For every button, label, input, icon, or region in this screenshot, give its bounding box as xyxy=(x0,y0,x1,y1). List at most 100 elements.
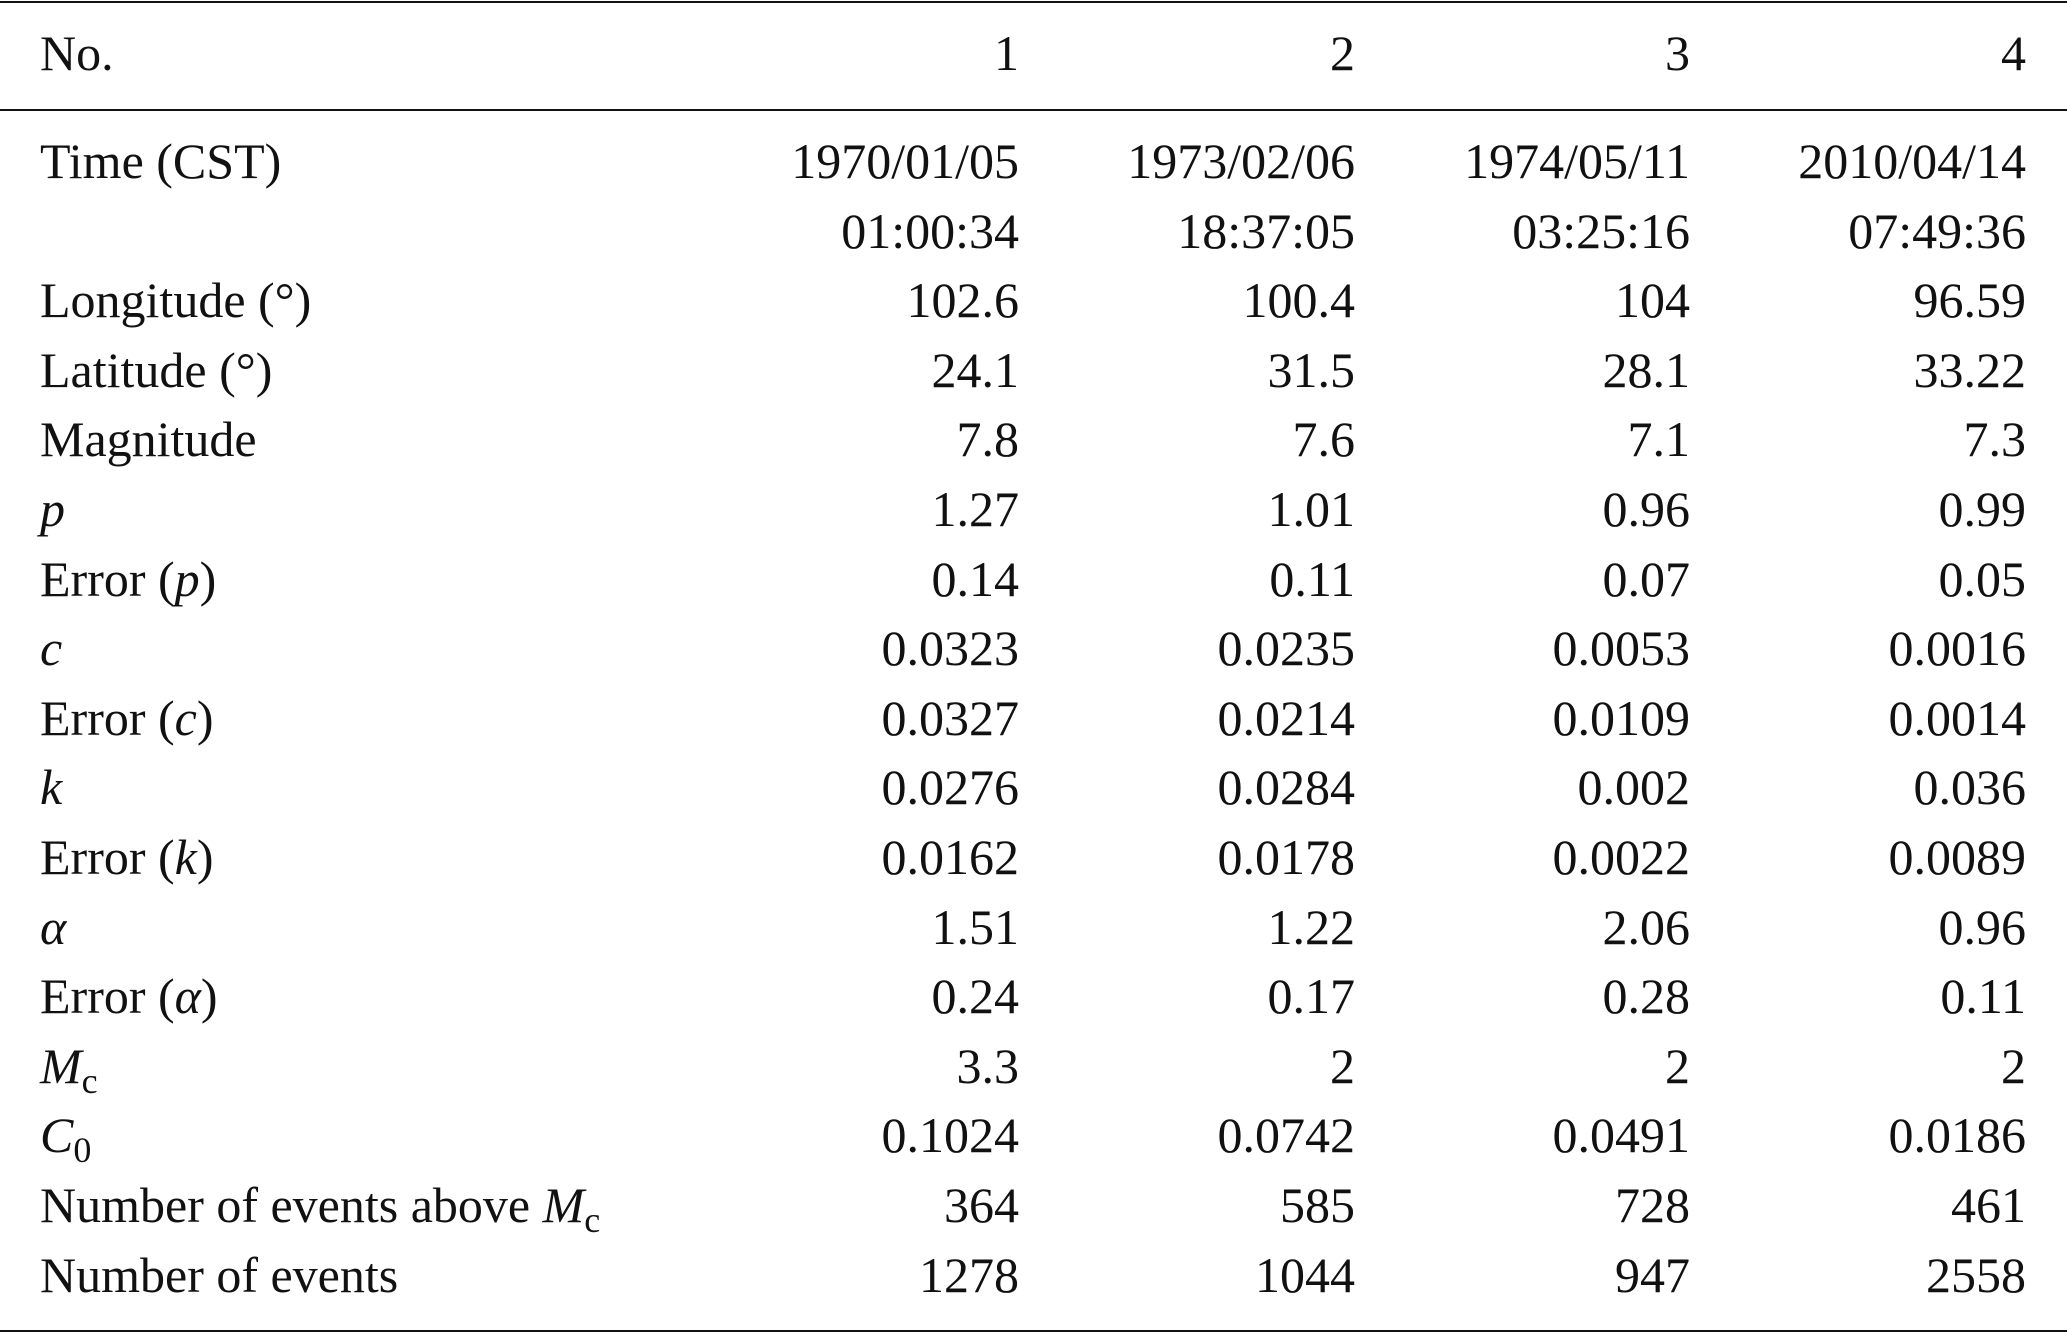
label-part: k xyxy=(174,829,197,885)
value-cell: 0.0742 xyxy=(1217,1107,1356,1164)
label-part: Error ( xyxy=(40,689,175,746)
value-cell: 7.1 xyxy=(1627,411,1691,468)
value-cell: 1970/01/05 xyxy=(791,133,1019,189)
value-cell: 104 xyxy=(1615,272,1690,329)
label-part: α xyxy=(40,898,67,955)
value-cell: 0.96 xyxy=(1938,898,2027,955)
label-part: Longitude (°) xyxy=(40,272,312,329)
row-label: Longitude (°) xyxy=(40,265,311,335)
label-part: Latitude (°) xyxy=(40,341,273,398)
value-cell: 0.036 xyxy=(1913,759,2027,816)
value-cell: 0.17 xyxy=(1267,968,1356,1025)
value-cell: 1974/05/11 xyxy=(1464,133,1690,189)
value-cell: 1.27 xyxy=(931,481,1020,537)
label-part: ) xyxy=(196,689,214,746)
label-part: Time (CST) xyxy=(40,133,282,189)
value-cell: 0.0109 xyxy=(1552,689,1691,746)
value-cell: 0.24 xyxy=(931,968,1020,1025)
value-cell: 585 xyxy=(1280,1177,1355,1233)
value-cell: 0.0089 xyxy=(1888,829,2027,885)
value-cell: 1.51 xyxy=(931,898,1020,955)
value-cell: 1.01 xyxy=(1267,481,1356,537)
label-part: k xyxy=(40,759,63,816)
row-label: Error (k) xyxy=(40,822,214,892)
value-cell: 0.11 xyxy=(1269,550,1355,607)
value-cell: 0.0186 xyxy=(1888,1107,2027,1164)
value-cell: 1278 xyxy=(919,1246,1019,1303)
value-cell: 7.8 xyxy=(956,411,1020,468)
label-part: ) xyxy=(196,829,214,885)
value-cell: 0.0014 xyxy=(1888,689,2027,746)
value-cell: 0.0053 xyxy=(1552,620,1691,677)
value-cell: 100.4 xyxy=(1242,272,1356,329)
row-label: C0 xyxy=(40,1100,91,1170)
value-cell: 2 xyxy=(1665,1037,1690,1094)
label-part: C xyxy=(40,1107,74,1164)
header-cell: 3 xyxy=(1665,25,1690,81)
value-cell: 0.0214 xyxy=(1217,689,1356,746)
value-cell: 2 xyxy=(1330,1037,1355,1094)
value-cell: 01:00:34 xyxy=(841,202,1019,259)
value-cell: 1.22 xyxy=(1267,898,1356,955)
row-label: Error (p) xyxy=(40,544,216,614)
value-cell: 33.22 xyxy=(1913,341,2027,398)
value-cell: 31.5 xyxy=(1267,341,1356,398)
row-label: Number of events above Mc xyxy=(40,1170,600,1240)
row-label: α xyxy=(40,892,66,962)
value-cell: 1044 xyxy=(1255,1246,1355,1303)
value-cell: 0.11 xyxy=(1940,968,2026,1025)
value-cell: 28.1 xyxy=(1602,341,1691,398)
header-rule xyxy=(0,109,2067,111)
value-cell: 0.0162 xyxy=(881,829,1020,885)
value-cell: 0.1024 xyxy=(881,1107,1020,1164)
label-part: ) xyxy=(199,550,217,607)
label-part: Number of events xyxy=(40,1246,399,1303)
value-cell: 7.6 xyxy=(1292,411,1356,468)
value-cell: 0.0178 xyxy=(1217,829,1356,885)
value-cell: 0.0276 xyxy=(881,759,1020,816)
label-part: Error ( xyxy=(40,829,175,885)
value-cell: 0.0016 xyxy=(1888,620,2027,677)
value-cell: 0.0022 xyxy=(1552,829,1691,885)
value-cell: 461 xyxy=(1951,1177,2026,1233)
value-cell: 03:25:16 xyxy=(1512,202,1690,259)
label-part: p xyxy=(174,550,200,607)
value-cell: 07:49:36 xyxy=(1848,202,2026,259)
value-cell: 102.6 xyxy=(906,272,1020,329)
value-cell: 0.99 xyxy=(1938,481,2027,537)
top-rule xyxy=(0,1,2067,3)
value-cell: 0.07 xyxy=(1602,550,1691,607)
label-part: Error ( xyxy=(40,968,175,1025)
label-part: ) xyxy=(200,968,218,1025)
row-label: Error (c) xyxy=(40,683,214,753)
value-cell: 0.28 xyxy=(1602,968,1691,1025)
value-cell: 3.3 xyxy=(956,1037,1020,1094)
label-part: c xyxy=(40,620,63,677)
value-cell: 2558 xyxy=(1926,1246,2026,1303)
label-part: 0 xyxy=(73,1130,92,1171)
row-label: Error (α) xyxy=(40,961,218,1031)
header-cell: 4 xyxy=(2001,25,2026,81)
row-label: Latitude (°) xyxy=(40,335,272,405)
label-part: c xyxy=(174,689,197,746)
label-part: Number of events above xyxy=(40,1177,543,1233)
row-label: Magnitude xyxy=(40,404,257,474)
row-label: c xyxy=(40,613,62,683)
value-cell: 2010/04/14 xyxy=(1798,133,2026,189)
value-cell: 0.05 xyxy=(1938,550,2027,607)
row-label: k xyxy=(40,752,62,822)
value-cell: 947 xyxy=(1615,1246,1690,1303)
row-label: Time (CST) xyxy=(40,126,281,196)
value-cell: 0.002 xyxy=(1577,759,1691,816)
value-cell: 2.06 xyxy=(1602,898,1691,955)
label-part: Error ( xyxy=(40,550,175,607)
label-part: M xyxy=(40,1037,82,1094)
value-cell: 0.96 xyxy=(1602,481,1691,537)
value-cell: 24.1 xyxy=(931,341,1020,398)
value-cell: 0.0327 xyxy=(881,689,1020,746)
value-cell: 7.3 xyxy=(1963,411,2027,468)
label-part: Magnitude xyxy=(40,411,257,468)
value-cell: 728 xyxy=(1615,1177,1690,1233)
row-label: p xyxy=(40,474,65,544)
